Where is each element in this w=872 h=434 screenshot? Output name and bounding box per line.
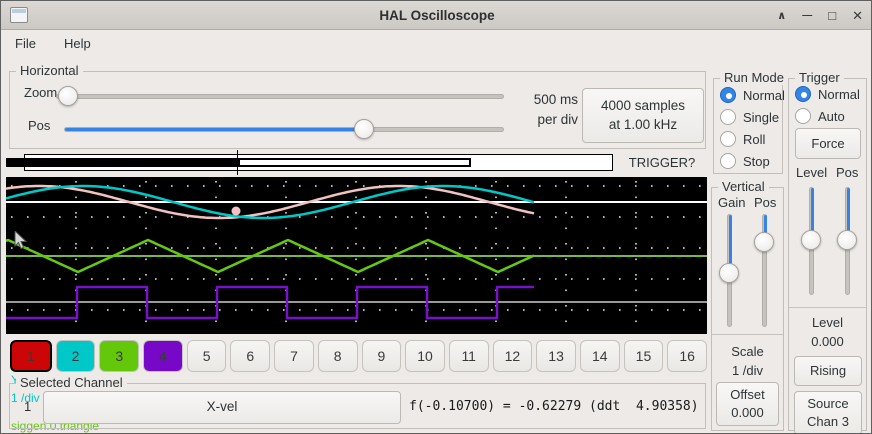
channel-button-4[interactable]: 4 <box>143 340 183 372</box>
channel-button-10[interactable]: 10 <box>405 340 445 372</box>
channel-button-6[interactable]: 6 <box>230 340 271 372</box>
trigger-status-label: TRIGGER? <box>628 155 696 170</box>
radio-icon <box>720 109 736 125</box>
horizontal-pos-slider-handle[interactable] <box>354 119 374 139</box>
menu-help[interactable]: Help <box>63 36 91 51</box>
run-mode-roll-radio[interactable]: Roll <box>720 129 765 149</box>
scale-label: Scale <box>731 344 764 359</box>
record-acquired-bar <box>6 158 238 167</box>
rate-per-div-line1: 500 ms <box>533 92 578 107</box>
gain-slider-handle[interactable] <box>719 263 739 283</box>
vertical-pos-slider-track[interactable] <box>762 214 767 327</box>
trigger-legend: Trigger <box>795 70 844 85</box>
trigger-normal-radio[interactable]: Normal <box>795 84 860 104</box>
scope-display[interactable]: X-vel 1 /div Y-vel 1 /div siggen.0.trian… <box>5 177 707 433</box>
vertical-pos-slider-handle[interactable] <box>754 232 774 252</box>
selected-channel-name-button[interactable]: X-vel <box>43 391 401 424</box>
probe-marker-dot <box>231 206 241 216</box>
offset-button[interactable]: Offset 0.000 <box>716 382 779 426</box>
trigger-source-button[interactable]: Source Chan 3 <box>794 391 862 433</box>
scale-value: 1 /div <box>731 363 764 378</box>
trigger-level-value: 0.000 <box>811 334 844 349</box>
close-icon[interactable]: ✕ <box>852 7 863 23</box>
channel-button-row: 1 2 3 4 5 6 7 8 9 10 11 12 13 14 15 16 <box>10 340 707 372</box>
run-mode-legend: Run Mode <box>720 70 788 85</box>
shade-icon[interactable]: ∧ <box>777 10 787 22</box>
vertical-separator <box>712 334 783 335</box>
run-mode-stop-radio[interactable]: Stop <box>720 151 770 171</box>
waveform-X-vel <box>5 184 535 220</box>
radio-selected-icon <box>720 87 736 103</box>
window-title: HAL Oscilloscope <box>379 8 495 23</box>
channel-button-1[interactable]: 1 <box>10 340 52 372</box>
selected-channel-panel: Selected Channel 1 X-vel f(-0.10700) = -… <box>9 375 706 429</box>
horizontal-pos-slider-track[interactable] <box>64 127 504 132</box>
channel-button-11[interactable]: 11 <box>448 340 489 372</box>
menubar: File Help <box>1 31 871 56</box>
selected-channel-number: 1 <box>24 399 32 414</box>
vertical-legend: Vertical <box>718 179 769 194</box>
trigger-pos-slider-handle[interactable] <box>837 230 857 250</box>
waveform-siggen.0.triangle <box>5 238 535 274</box>
channel-button-13[interactable]: 13 <box>536 340 576 372</box>
horizontal-panel: Horizontal Zoom Pos 500 ms per div 4000 … <box>9 63 706 149</box>
samples-button[interactable]: 4000 samples at 1.00 kHz <box>582 88 704 143</box>
zoom-slider-handle[interactable] <box>58 86 78 106</box>
window-icon <box>10 7 28 23</box>
zoom-label: Zoom <box>24 85 58 100</box>
channel-readout: f(-0.10700) = -0.62279 (ddt 4.90358) <box>409 399 699 414</box>
maximize-icon[interactable]: □ <box>828 8 837 23</box>
radio-icon <box>720 131 736 147</box>
gain-label: Gain <box>718 195 746 210</box>
vertical-pos-label: Pos <box>754 195 777 210</box>
trigger-level-label: Level <box>811 315 844 330</box>
channel-button-12[interactable]: 12 <box>492 340 533 372</box>
titlebar: HAL Oscilloscope ∧ — □ ✕ <box>1 1 871 30</box>
trigger-auto-radio[interactable]: Auto <box>795 106 845 126</box>
run-mode-single-radio[interactable]: Single <box>720 107 779 127</box>
waveform-Y-vel <box>5 184 535 220</box>
trigger-level-slider-handle[interactable] <box>801 230 821 250</box>
channel3-scale-label: 1 /div <box>11 432 40 433</box>
pos-label: Pos <box>28 118 51 133</box>
radio-selected-icon <box>795 86 811 102</box>
force-button[interactable]: Force <box>795 128 861 159</box>
channel-button-8[interactable]: 8 <box>317 340 358 372</box>
channel2-scale-label: 1 /div <box>11 391 40 405</box>
horizontal-legend: Horizontal <box>16 63 83 78</box>
minimize-icon[interactable]: — <box>802 10 813 21</box>
channel-button-7[interactable]: 7 <box>274 340 314 372</box>
trigger-panel: Trigger Normal Auto Force Level Pos Leve… <box>788 70 867 433</box>
radio-icon <box>720 153 736 169</box>
radio-icon <box>795 108 811 124</box>
record-post-trigger-bar <box>238 158 471 167</box>
trigger-position-line <box>237 150 238 175</box>
menu-file[interactable]: File <box>15 36 36 51</box>
channel-button-15[interactable]: 15 <box>623 340 664 372</box>
trigger-pos-slider-label: Pos <box>836 165 859 180</box>
channel-button-3[interactable]: 3 <box>99 340 140 372</box>
run-mode-normal-radio[interactable]: Normal <box>720 85 785 105</box>
mouse-cursor <box>14 231 28 250</box>
selected-channel-legend: Selected Channel <box>16 375 127 390</box>
channel-button-5[interactable]: 5 <box>186 340 227 372</box>
channel-button-9[interactable]: 9 <box>361 340 402 372</box>
vertical-panel: Vertical Gain Pos Scale 1 /div Offset 0.… <box>711 179 784 431</box>
waveform-siggen.0.square <box>6 285 534 320</box>
rate-per-div-line2: per div <box>537 112 578 127</box>
trigger-separator <box>789 307 866 308</box>
channel-button-2[interactable]: 2 <box>55 340 96 372</box>
trigger-level-slider-label: Level <box>796 165 828 180</box>
channel-button-16[interactable]: 16 <box>667 340 707 372</box>
trigger-edge-button[interactable]: Rising <box>794 356 862 386</box>
run-mode-panel: Run Mode Normal Single Roll Stop <box>713 70 788 174</box>
channel-button-14[interactable]: 14 <box>579 340 620 372</box>
zoom-slider-track[interactable] <box>56 94 504 99</box>
